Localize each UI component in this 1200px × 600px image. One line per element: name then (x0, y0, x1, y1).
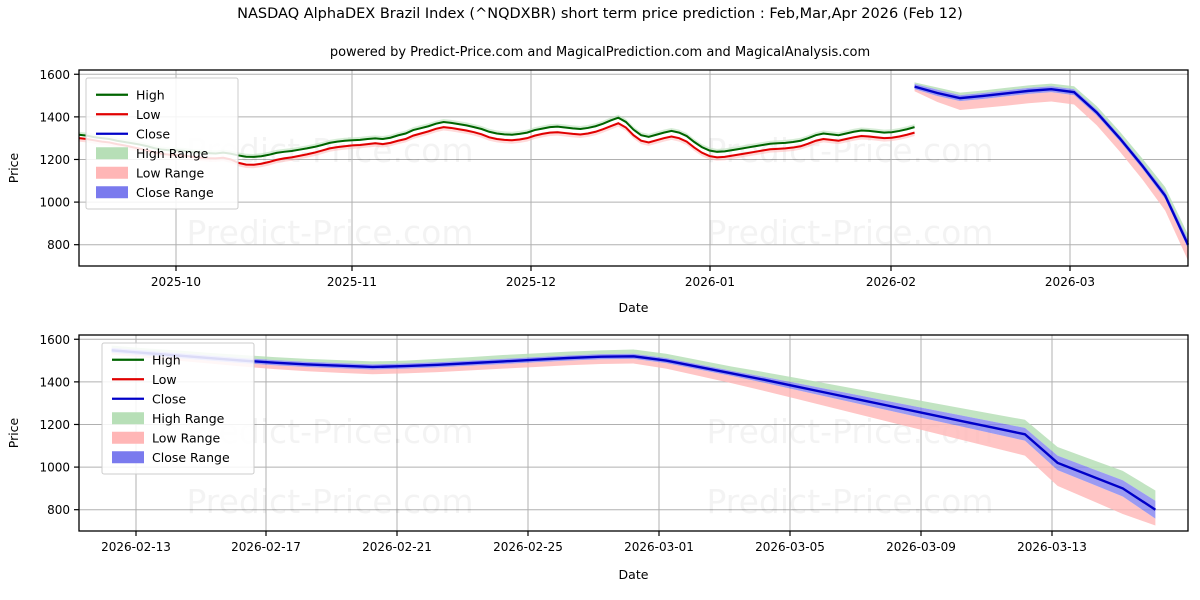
legend-item: High Range (112, 411, 225, 426)
x-tick-label: 2026-03-01 (624, 540, 694, 554)
y-tick-label: 1200 (39, 153, 70, 167)
legend-band-swatch (112, 412, 144, 425)
historical-low-range-band (79, 121, 915, 169)
legend-label: Low Range (152, 430, 221, 445)
legend-band-swatch (96, 166, 128, 179)
y-tick-label: 800 (47, 503, 70, 517)
legend-item: High (112, 352, 181, 367)
y-tick-label: 800 (47, 238, 70, 252)
watermark: Predict-Price.com (186, 482, 473, 521)
x-tick-label: 2026-03 (1045, 275, 1095, 289)
legend-label: Close (136, 126, 170, 141)
watermark: Predict-Price.com (706, 213, 993, 252)
legend-label: High Range (152, 411, 225, 426)
historical-high-range-band (79, 114, 915, 158)
watermark: Predict-Price.com (706, 482, 993, 521)
watermark: Predict-Price.com (186, 213, 473, 252)
legend-item: High Range (96, 146, 209, 161)
x-axis-label: Date (619, 567, 649, 582)
legend-item: Low Range (96, 165, 205, 180)
page-title: NASDAQ AlphaDEX Brazil Index (^NQDXBR) s… (237, 6, 963, 22)
plot-frame (78, 334, 1189, 532)
detail-chart-svg: 800 1000 1200 1400 1600 2026-02-13 2026-02-17 2… (6, 333, 1189, 582)
legend-band-swatch (96, 186, 128, 199)
x-tick-label: 2026-02-13 (101, 540, 171, 554)
legend-label: Low (136, 107, 161, 122)
legend-label: High Range (136, 146, 209, 161)
legend-item: Close (96, 126, 170, 141)
legend-label: Close (152, 391, 186, 406)
x-tick-label: 2026-03-05 (755, 540, 825, 554)
legend-label: Low Range (136, 165, 205, 180)
x-tick-label: 2026-02-25 (493, 540, 563, 554)
legend-label: Close Range (152, 450, 230, 465)
x-axis-label: Date (619, 300, 649, 315)
legend-item: Close Range (96, 185, 214, 200)
x-tick-label: 2025-11 (327, 275, 377, 289)
detail-chart-panel: 800 1000 1200 1400 1600 2026-02-13 2026-02-17 2… (0, 325, 1200, 600)
y-tick-label: 1000 (39, 461, 70, 475)
y-tick-label: 1600 (39, 333, 70, 347)
legend-label: High (152, 352, 181, 367)
x-tick-label: 2025-12 (506, 275, 556, 289)
legend-item: High (96, 87, 165, 102)
x-tick-label: 2025-10 (151, 275, 201, 289)
legend-label: Close Range (136, 185, 214, 200)
legend-label: Low (152, 372, 177, 387)
y-tick-label: 1400 (39, 375, 70, 389)
legend-item: Close Range (112, 450, 230, 465)
y-tick-label: 1000 (39, 196, 70, 210)
watermark: Predict-Price.com (706, 131, 993, 170)
y-tick-label: 1600 (39, 68, 70, 82)
legend-band-swatch (96, 147, 128, 160)
legend-band-swatch (112, 451, 144, 464)
legend-item: Low (112, 372, 177, 387)
y-axis-label: Price (6, 417, 21, 448)
legend-item: Close (112, 391, 186, 406)
y-axis-label: Price (6, 152, 21, 183)
close-line (111, 349, 1157, 511)
overview-chart-svg: 800 1000 1200 1400 1600 2025-10 2025-11 2025-12… (6, 68, 1190, 315)
close-line (914, 85, 1190, 246)
x-tick-label: 2026-02 (866, 275, 916, 289)
legend-label: High (136, 87, 165, 102)
y-tick-label: 1200 (39, 418, 70, 432)
overview-chart-panel: 800 1000 1200 1400 1600 2025-10 2025-11 2025-12… (0, 62, 1200, 320)
legend-item: Low Range (112, 430, 221, 445)
x-tick-label: 2026-03-13 (1017, 540, 1087, 554)
legend-item: Low (96, 107, 161, 122)
legend-band-swatch (112, 431, 144, 444)
page-subtitle: powered by Predict-Price.com and Magical… (329, 45, 871, 60)
x-tick-label: 2026-03-09 (886, 540, 956, 554)
y-tick-label: 1400 (39, 110, 70, 124)
x-tick-label: 2026-02-17 (231, 540, 301, 554)
x-tick-label: 2026-01 (685, 275, 735, 289)
x-tick-label: 2026-02-21 (362, 540, 432, 554)
plot-frame (78, 69, 1189, 267)
